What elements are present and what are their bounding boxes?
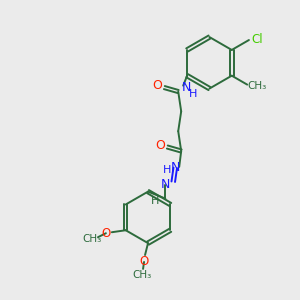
Text: O: O <box>101 227 110 240</box>
Text: CH₃: CH₃ <box>248 81 267 91</box>
Text: N: N <box>182 81 191 94</box>
Text: H: H <box>163 165 172 175</box>
Text: CH₃: CH₃ <box>82 234 102 244</box>
Text: H: H <box>151 196 160 206</box>
Text: O: O <box>155 139 165 152</box>
Text: O: O <box>140 256 149 268</box>
Text: N: N <box>161 178 170 191</box>
Text: N: N <box>171 161 180 174</box>
Text: Cl: Cl <box>251 32 263 46</box>
Text: H: H <box>189 88 197 98</box>
Text: CH₃: CH₃ <box>132 270 152 280</box>
Text: O: O <box>152 79 162 92</box>
